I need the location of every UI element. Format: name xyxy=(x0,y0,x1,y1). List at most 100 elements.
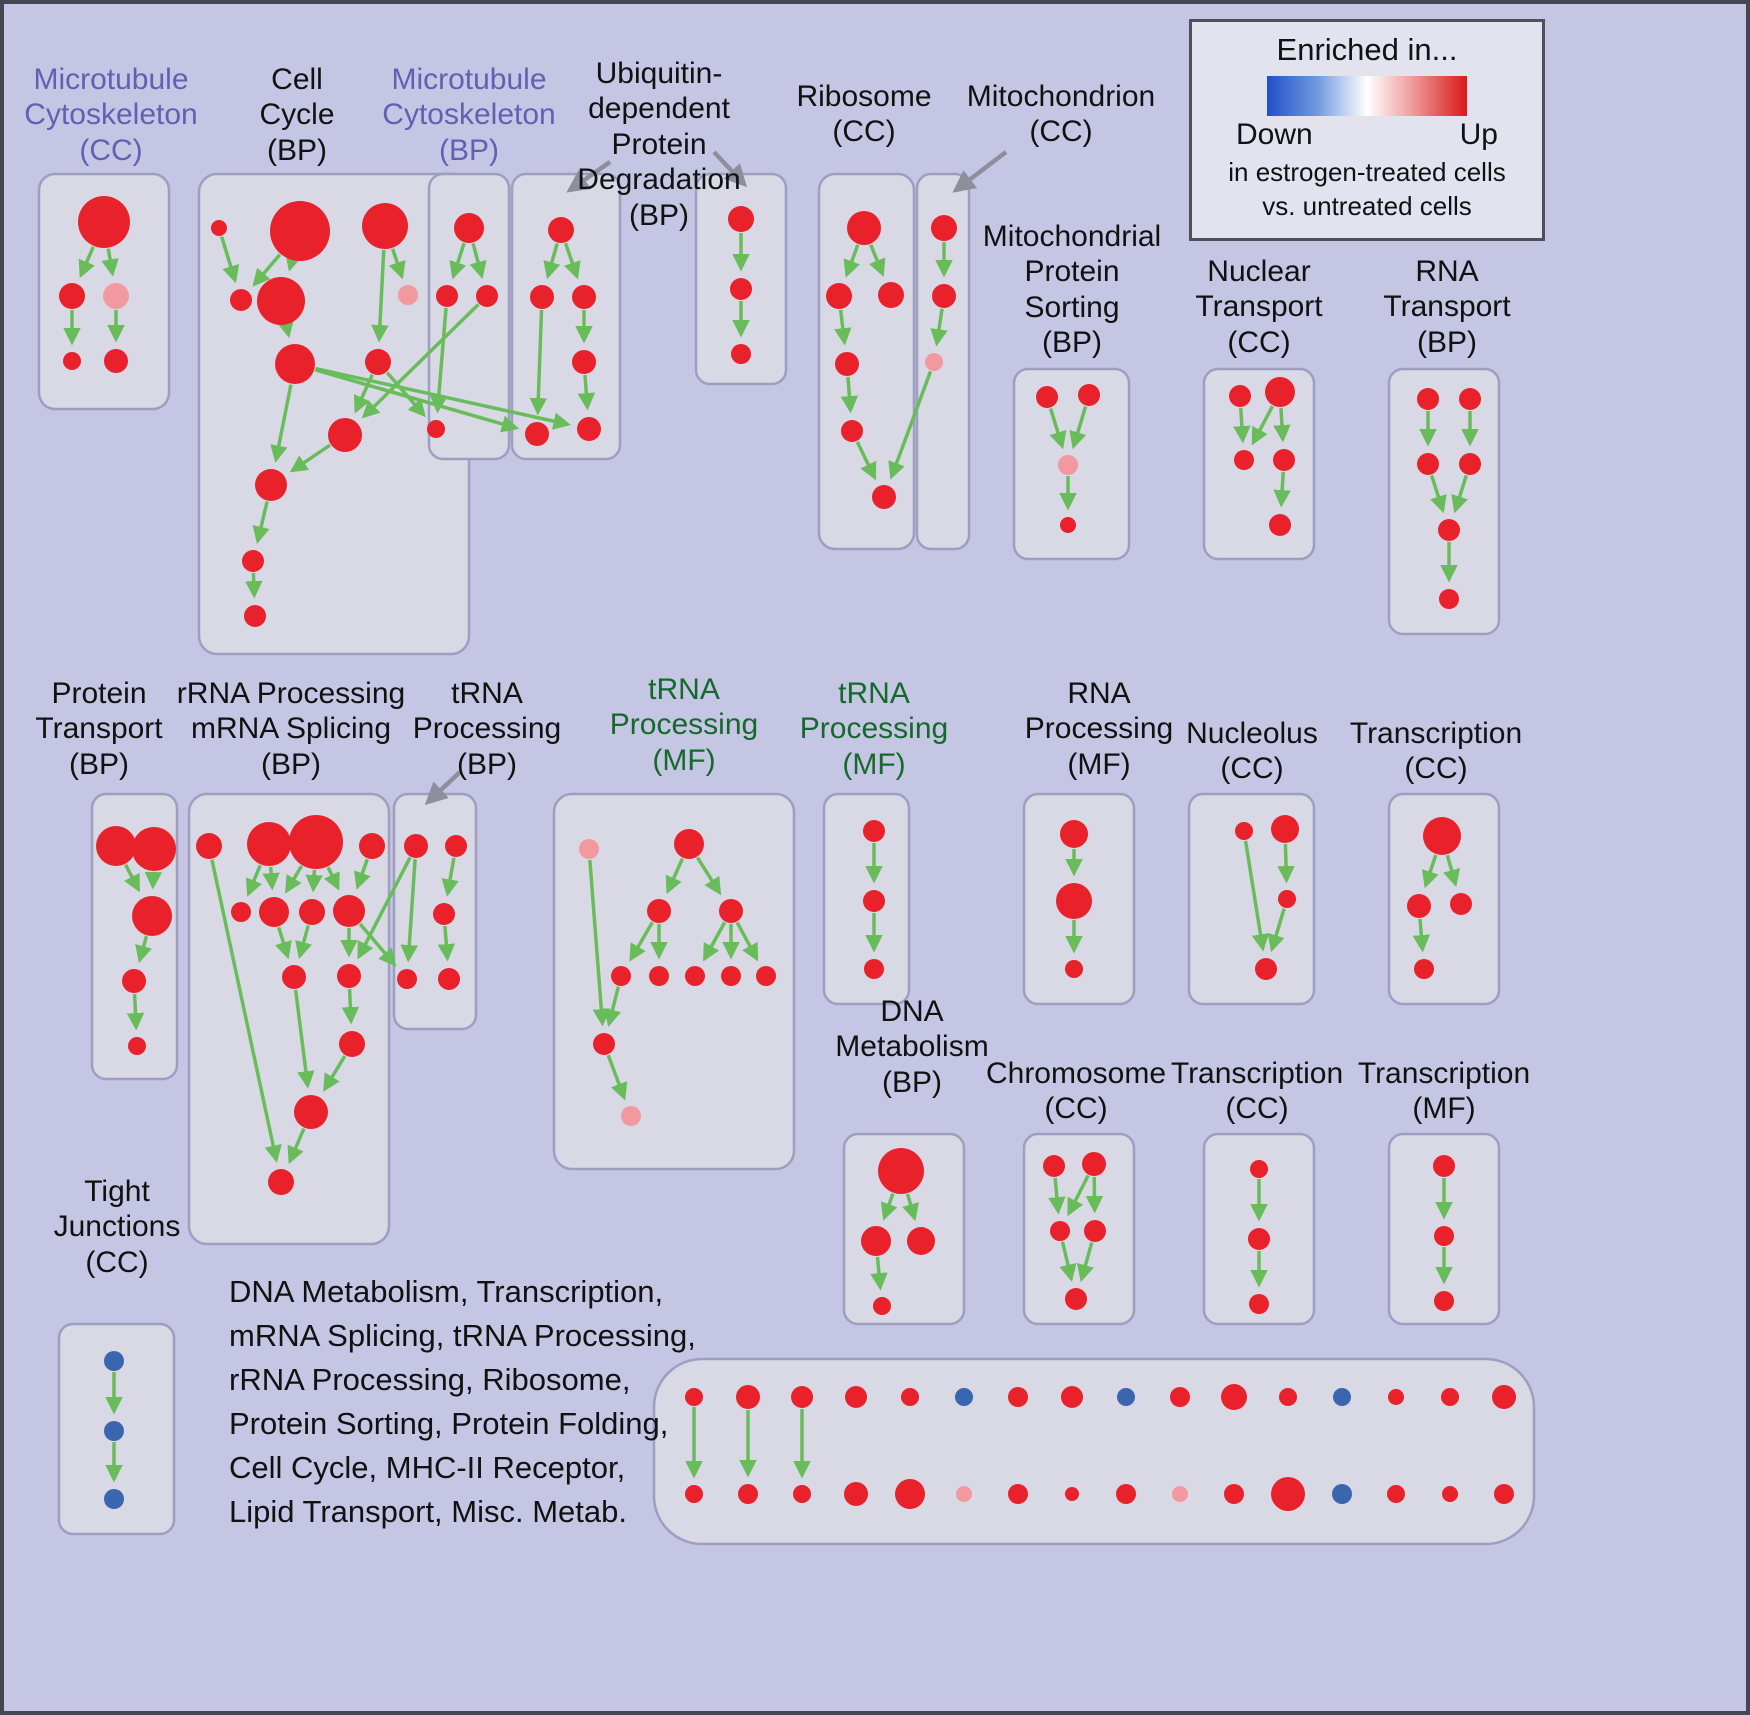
legend-down-label: Down xyxy=(1236,118,1313,151)
graph-edge xyxy=(270,384,293,463)
graph-node-red xyxy=(932,284,956,308)
graph-node-red xyxy=(196,833,222,859)
graph-node-red xyxy=(756,966,776,986)
graph-edge xyxy=(588,859,611,1027)
graph-node-red xyxy=(445,835,467,857)
graph-edge xyxy=(305,869,323,893)
graph-node-pink xyxy=(103,283,129,309)
graph-node-red xyxy=(275,344,315,384)
graph-node-red xyxy=(1278,890,1296,908)
graph-edge xyxy=(285,252,303,272)
graph-node-red xyxy=(128,1037,146,1055)
graph-edge xyxy=(361,303,480,419)
graph-node-red xyxy=(907,1227,935,1255)
graph-edge xyxy=(285,865,304,894)
graph-edge xyxy=(244,572,263,599)
graph-edge xyxy=(293,989,315,1089)
graph-edge xyxy=(275,926,292,960)
group-box xyxy=(817,172,916,551)
graph-node-red xyxy=(845,1386,867,1408)
graph-edge xyxy=(604,986,621,1028)
legend-subtitle-line2: vs. untreated cells xyxy=(1262,190,1472,221)
graph-edge xyxy=(1251,405,1275,446)
graph-edge xyxy=(252,253,282,287)
graph-node-red xyxy=(572,350,596,374)
graph-node-red xyxy=(611,966,631,986)
graph-node-red xyxy=(593,1033,615,1055)
graph-node-red xyxy=(299,899,325,925)
graph-node-red xyxy=(244,605,266,627)
graph-node-red xyxy=(736,1385,760,1409)
graph-edge xyxy=(323,866,340,891)
graph-node-red xyxy=(268,1169,294,1195)
graph-node-red xyxy=(685,1485,703,1503)
graph-node-red xyxy=(572,285,596,309)
group-box xyxy=(915,172,971,551)
graph-edge xyxy=(1076,1242,1094,1283)
graph-edge xyxy=(930,308,948,347)
graph-node-red xyxy=(647,899,671,923)
graph-edge xyxy=(870,1256,888,1291)
graph-edge xyxy=(888,370,933,480)
graph-node-red xyxy=(289,815,343,869)
graph-node-red xyxy=(1170,1387,1190,1407)
graph-node-pink xyxy=(925,353,943,371)
graph-edge xyxy=(1443,854,1461,888)
graph-node-red xyxy=(259,897,289,927)
graph-node-red xyxy=(255,469,287,501)
graph-node-blue xyxy=(1332,1484,1352,1504)
graph-node-red xyxy=(242,550,264,572)
graph-node-red xyxy=(1235,822,1253,840)
legend-up-label: Up xyxy=(1459,118,1498,151)
graph-edge xyxy=(210,859,282,1163)
graph-node-red xyxy=(1065,1487,1079,1501)
graph-node-red xyxy=(1084,1220,1106,1242)
graph-node-red xyxy=(63,352,81,370)
graph-edge xyxy=(371,249,389,343)
graph-node-red xyxy=(1224,1484,1244,1504)
graph-node-red xyxy=(1056,883,1092,919)
graph-edge xyxy=(437,925,456,962)
graph-node-pink xyxy=(621,1106,641,1126)
graph-edge xyxy=(295,925,313,960)
graph-node-red xyxy=(685,966,705,986)
label-pointer-arrow xyxy=(952,150,1008,193)
graph-node-pink xyxy=(398,285,418,305)
graph-node-red xyxy=(841,420,863,442)
graph-edge xyxy=(1243,840,1270,952)
graph-edge xyxy=(1048,407,1067,450)
graph-node-red xyxy=(362,203,408,249)
graph-node-blue xyxy=(104,1351,124,1371)
graph-node-red xyxy=(132,896,172,936)
graph-node-red xyxy=(731,344,751,364)
graph-node-red xyxy=(433,903,455,925)
graph-node-red xyxy=(122,969,146,993)
graph-edge xyxy=(855,441,877,481)
graph-node-red xyxy=(339,1031,365,1057)
graph-node-red xyxy=(1082,1152,1106,1176)
graph-node-red xyxy=(1434,1226,1454,1246)
graph-edge xyxy=(1412,918,1431,953)
graph-edge xyxy=(385,371,426,418)
graph-node-red xyxy=(1414,959,1434,979)
graph-node-blue xyxy=(104,1489,124,1509)
graph-edge xyxy=(429,307,448,414)
graph-node-red xyxy=(863,820,885,842)
group-box xyxy=(1202,367,1316,561)
graph-node-red xyxy=(844,1482,868,1506)
graph-node-red xyxy=(397,969,417,989)
graph-node-red xyxy=(721,966,741,986)
graph-node-red xyxy=(1433,1155,1455,1177)
graph-edge xyxy=(665,857,685,895)
graph-node-red xyxy=(685,1388,703,1406)
graph-node-red xyxy=(1008,1484,1028,1504)
graph-node-red xyxy=(931,215,957,241)
graph-edge xyxy=(469,243,487,280)
graph-node-red xyxy=(863,890,885,912)
graph-node-red xyxy=(901,1388,919,1406)
graph-node-red xyxy=(1438,519,1460,541)
graph-node-red xyxy=(577,417,601,441)
graph-edge xyxy=(323,1055,347,1092)
graph-node-red xyxy=(1423,817,1461,855)
